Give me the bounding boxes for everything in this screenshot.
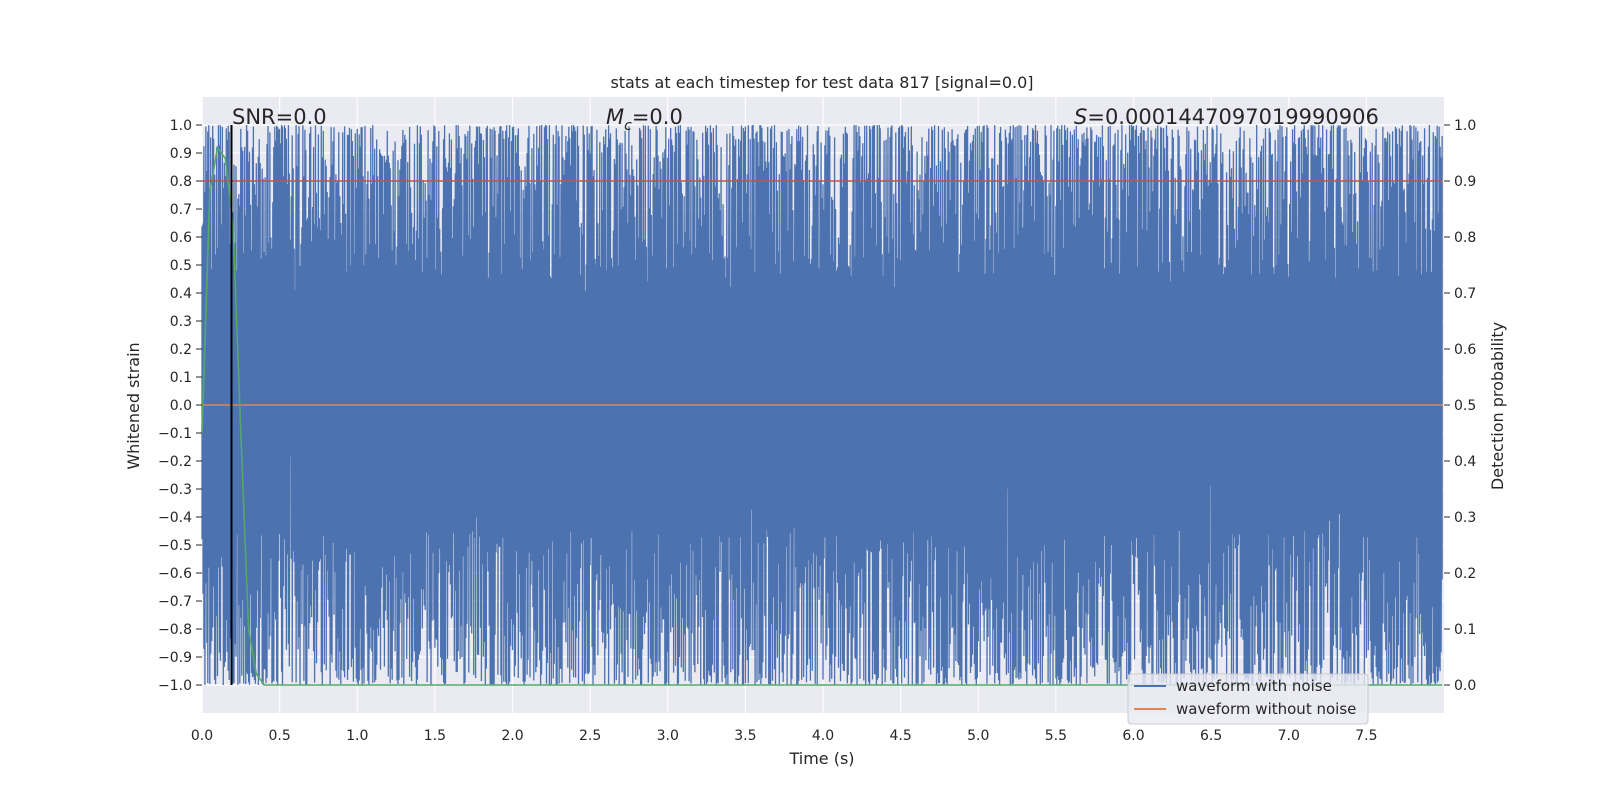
y-left-tick-label: −0.4 [158,510,192,526]
x-tick-label: 2.5 [579,728,601,744]
x-tick-label: 6.0 [1122,728,1144,744]
y-axis-left-label: Whitened strain [124,342,143,469]
y-axis-right: 1.0 0.9 0.8 0.7 0.6 0.5 0.4 0.3 0.2 0.1 0.0 [1444,118,1476,694]
y-left-tick-label: 0.4 [170,286,192,302]
y-left-tick-label: 0.1 [170,370,192,386]
y-left-tick-label: 1.0 [170,118,192,134]
y-left-tick-label: 0.7 [170,202,192,218]
mc-subscript: c [624,118,632,134]
y-right-tick-label: 0.1 [1454,622,1476,638]
y-left-tick-label: 0.8 [170,174,192,190]
x-tick-label: 3.5 [734,728,756,744]
x-tick-label: 0.5 [268,728,290,744]
x-tick-label: 6.5 [1200,728,1222,744]
y-left-tick-label: −0.9 [158,650,192,666]
y-right-tick-label: 0.5 [1454,398,1476,414]
y-right-tick-label: 0.4 [1454,454,1476,470]
y-right-tick-label: 0.7 [1454,286,1476,302]
legend-label-noise: waveform with noise [1176,677,1332,695]
x-axis-label: Time (s) [788,749,854,768]
snr-annotation: SNR=0.0 [232,105,327,129]
series-detection-probability [201,145,1443,686]
y-right-tick-label: 0.3 [1454,510,1476,526]
x-tick-label: 7.5 [1355,728,1377,744]
y-left-tick-label: −0.5 [158,538,192,554]
y-left-tick-label: 0.9 [170,146,192,162]
x-tick-label: 2.0 [501,728,523,744]
chart-title: stats at each timestep for test data 817… [610,73,1033,92]
s-value: =0.0001447097019990906 [1087,105,1379,129]
chirp-mass-annotation: Mc=0.0 [606,105,683,134]
y-left-tick-label: −0.2 [158,454,192,470]
y-left-tick-label: −0.7 [158,594,192,610]
y-right-tick-label: 0.6 [1454,342,1476,358]
y-right-tick-label: 0.2 [1454,566,1476,582]
y-left-tick-label: 0.5 [170,258,192,274]
x-tick-label: 0.0 [191,728,213,744]
s-symbol: S [1074,105,1087,129]
y-axis-left: 1.0 0.9 0.8 0.7 0.6 0.5 0.4 0.3 0.2 0.1 0.0 −0.1 −0.… [158,118,202,694]
y-left-tick-label: −0.8 [158,622,192,638]
x-tick-label: 1.5 [424,728,446,744]
y-right-tick-label: 0.9 [1454,174,1476,190]
y-axis-right-label: Detection probability [1488,322,1507,490]
s-annotation: S=0.0001447097019990906 [1074,105,1379,129]
y-right-tick-label: 1.0 [1454,118,1476,134]
x-tick-label: 1.0 [346,728,368,744]
y-right-tick-label: 0.0 [1454,678,1476,694]
legend-label-clean: waveform without noise [1176,700,1356,718]
legend-box [1127,673,1369,725]
y-left-tick-label: 0.2 [170,342,192,358]
y-left-tick-label: −1.0 [158,678,192,694]
y-right-tick-label: 0.8 [1454,230,1476,246]
y-left-tick-label: 0.3 [170,314,192,330]
x-tick-label: 5.5 [1045,728,1067,744]
x-tick-label: 5.0 [967,728,989,744]
y-left-tick-label: 0.0 [170,398,192,414]
x-tick-label: 7.0 [1278,728,1300,744]
mc-value: =0.0 [632,105,683,129]
noisy-waveform-line [201,124,1443,686]
y-left-tick-label: −0.1 [158,426,192,442]
series-waveform-with-noise [201,124,1443,686]
x-tick-label: 4.0 [812,728,834,744]
x-axis: 0.0 0.5 1.0 1.5 2.0 2.5 3.0 3.5 4.0 4.5 5.0 5.5 6.0 6… [191,728,1378,744]
y-left-tick-label: −0.6 [158,566,192,582]
y-left-tick-label: −0.3 [158,482,192,498]
mc-symbol: M [606,105,624,129]
y-left-tick-label: 0.6 [170,230,192,246]
overlay-lines [201,125,1443,686]
x-tick-label: 3.0 [657,728,679,744]
x-tick-label: 4.5 [889,728,911,744]
legend: waveform with noise waveform without noi… [1127,673,1369,725]
